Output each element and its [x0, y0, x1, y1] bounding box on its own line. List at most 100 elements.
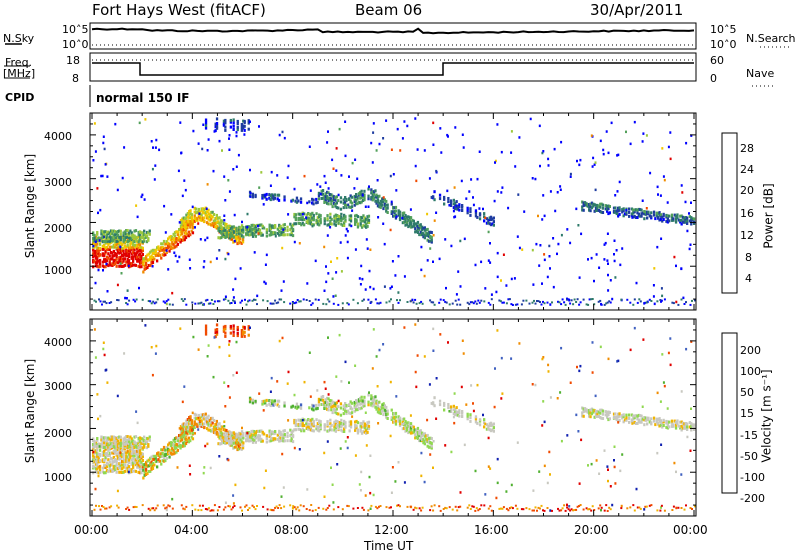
power-cell	[156, 253, 159, 257]
velocity-cell	[178, 444, 181, 448]
power-cell	[357, 200, 361, 204]
power-cell	[274, 235, 277, 238]
velocity-cell	[126, 460, 129, 464]
power-cell	[207, 215, 210, 219]
velocity-cell	[337, 420, 340, 424]
power-cell	[432, 260, 434, 263]
velocity-cell	[141, 459, 144, 462]
power-cell	[215, 226, 218, 230]
power-cell	[253, 251, 256, 254]
velocity-cell	[115, 459, 118, 462]
velocity-cell	[291, 429, 295, 433]
power-cell	[374, 298, 377, 301]
power-cell	[591, 165, 594, 168]
power-cell	[144, 118, 147, 121]
power-cell	[677, 303, 680, 306]
power-cell	[224, 228, 227, 232]
power-cell	[189, 225, 192, 229]
velocity-cell	[578, 369, 581, 373]
velocity-cell	[126, 455, 129, 459]
velocity-cell	[326, 407, 329, 411]
power-cell	[469, 213, 472, 217]
power-cell	[396, 299, 398, 302]
velocity-cell	[371, 404, 374, 408]
power-cell	[323, 201, 326, 204]
power-cell	[224, 128, 227, 132]
power-cell	[379, 199, 382, 203]
power-cell	[280, 232, 284, 236]
power-cell	[412, 301, 415, 304]
velocity-cell	[266, 508, 269, 511]
velocity-cell	[290, 437, 293, 441]
power-cell	[125, 229, 128, 232]
power-cell	[320, 192, 323, 196]
power-cell	[578, 303, 581, 306]
power-cell	[247, 229, 251, 233]
power-cell	[680, 218, 683, 222]
power-cell	[140, 261, 143, 265]
cpid-label: CPID	[5, 91, 35, 104]
velocity-cell	[639, 414, 642, 418]
velocity-cell	[342, 412, 345, 416]
velocity-cell	[119, 435, 122, 439]
power-cell	[404, 223, 407, 227]
power-cell	[114, 233, 117, 237]
power-cell	[694, 299, 696, 302]
power-cell	[340, 216, 343, 219]
power-cell	[393, 209, 396, 213]
velocity-cell	[522, 508, 525, 511]
power-cell	[237, 153, 240, 157]
power-cell	[542, 150, 545, 153]
power-cell	[287, 213, 290, 216]
velocity-cell	[245, 504, 248, 507]
power-cell	[238, 225, 241, 229]
velocity-cell	[316, 389, 319, 392]
power-cell	[111, 262, 114, 266]
power-cell	[691, 217, 694, 221]
power-cell	[326, 190, 329, 194]
power-cell	[290, 231, 293, 235]
power-cell	[240, 123, 243, 126]
velocity-cell	[127, 445, 131, 449]
velocity-cell	[575, 413, 578, 417]
power-cell	[307, 221, 310, 225]
velocity-cell	[315, 424, 318, 428]
power-cell	[140, 239, 143, 243]
power-cell	[101, 174, 104, 178]
power-cell	[134, 229, 138, 233]
power-cell	[341, 223, 344, 227]
velocity-cell	[104, 456, 107, 459]
power-cell	[489, 261, 492, 264]
velocity-cb-tick: -50	[740, 450, 758, 463]
power-cell	[329, 219, 332, 223]
power-cell	[335, 169, 338, 172]
power-cell	[346, 256, 349, 260]
power-cell	[107, 239, 110, 243]
power-cell	[607, 204, 610, 208]
power-cell	[525, 299, 528, 302]
velocity-cell	[173, 444, 177, 448]
velocity-cell	[132, 465, 135, 469]
power-cell	[137, 259, 140, 263]
power-cell	[160, 246, 163, 250]
velocity-cell	[132, 444, 135, 448]
velocity-cell	[92, 448, 95, 452]
velocity-cell	[96, 452, 99, 456]
velocity-cell	[268, 402, 271, 406]
velocity-cell	[354, 424, 357, 427]
velocity-cell	[423, 432, 426, 436]
power-cell	[115, 255, 118, 258]
power-cell	[127, 249, 131, 252]
power-cell	[181, 194, 184, 198]
power-cell	[192, 129, 195, 133]
velocity-cell	[208, 424, 212, 428]
power-cell	[94, 261, 98, 265]
power-cell	[379, 205, 382, 209]
velocity-cell	[105, 469, 109, 473]
power-cell	[607, 212, 610, 216]
power-cell	[153, 178, 156, 181]
velocity-cell	[133, 469, 136, 473]
power-cell	[462, 146, 465, 149]
velocity-cell	[92, 439, 95, 443]
power-cell	[170, 213, 173, 216]
